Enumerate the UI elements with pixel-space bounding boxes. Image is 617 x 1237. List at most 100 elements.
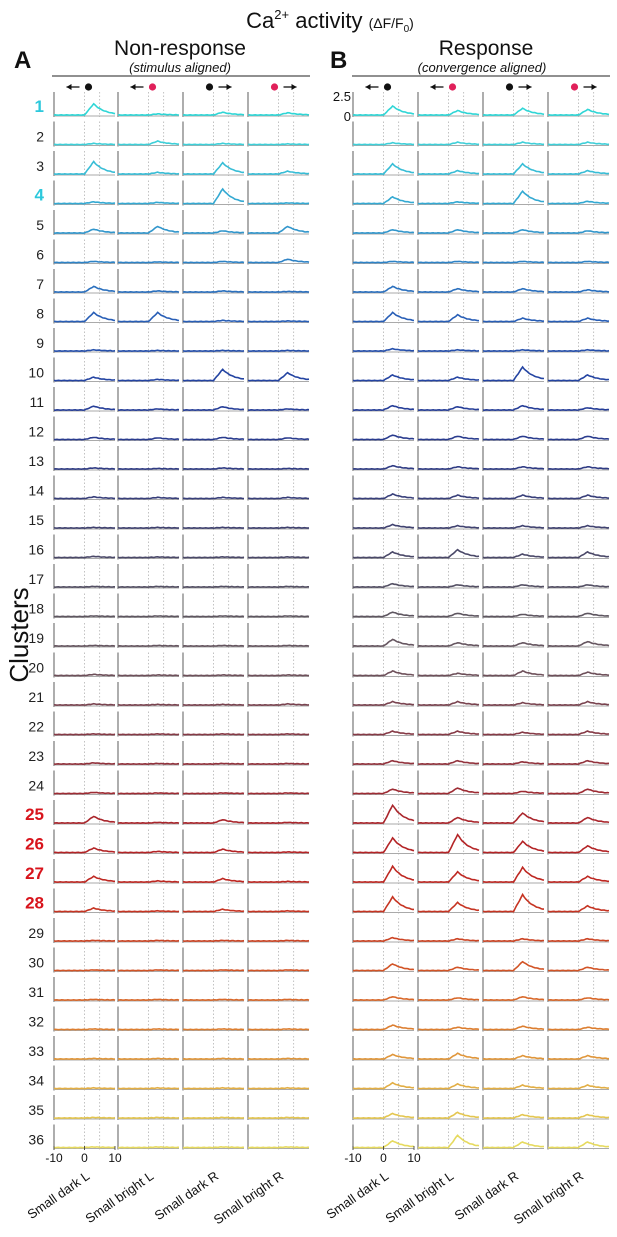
trace-line — [182, 732, 245, 736]
trace-line — [547, 289, 610, 294]
trace-line — [182, 615, 245, 618]
trace-line — [547, 466, 610, 471]
trace-line — [482, 1141, 545, 1149]
trace-line — [482, 1025, 545, 1031]
trace-line — [117, 762, 180, 766]
trace-line — [53, 875, 115, 884]
trace-line — [247, 615, 310, 618]
trace-line — [182, 289, 245, 294]
trace-line — [247, 496, 309, 500]
trace-line — [417, 700, 480, 707]
trace-line — [547, 1113, 610, 1120]
cluster-label: 32 — [28, 1014, 44, 1030]
trace-line — [117, 225, 180, 235]
trace-line — [352, 611, 415, 618]
trace-line — [352, 492, 414, 500]
trace-line — [417, 260, 480, 264]
trace-line — [353, 311, 415, 323]
cluster-label: 34 — [28, 1073, 44, 1089]
stimulus-label: Small bright L — [383, 1168, 457, 1226]
trace-line — [53, 142, 116, 146]
cluster-label: 1 — [35, 97, 44, 116]
trace-line — [482, 937, 545, 943]
trace-line — [352, 864, 415, 884]
trace-line — [482, 348, 545, 353]
cluster-label: 13 — [28, 453, 44, 469]
trace-line — [482, 1083, 545, 1090]
trace-line — [482, 494, 545, 500]
stimulus-label: Small bright L — [83, 1168, 157, 1226]
trace-line — [352, 550, 415, 559]
trace-line — [352, 895, 414, 913]
figure-header: Ca2+ activity (ΔF/F0) A Non-response (st… — [14, 7, 610, 77]
cluster-label: 4 — [35, 186, 45, 205]
trace-line — [117, 909, 180, 913]
stimulus-dot-0-2 — [205, 83, 214, 91]
trace-line — [482, 790, 545, 795]
trace-line — [247, 555, 310, 559]
trace-line — [53, 939, 116, 943]
trace-line — [352, 788, 415, 795]
x-tick-label: 10 — [407, 1151, 421, 1165]
trace-line — [247, 225, 310, 235]
trace-line — [353, 963, 415, 972]
stimulus-label: Small bright R — [511, 1168, 586, 1227]
trace-line — [182, 111, 245, 117]
x-tick-label: 10 — [108, 1151, 122, 1165]
trace-line — [417, 612, 480, 618]
trace-line — [117, 467, 180, 471]
trace-line — [53, 285, 116, 294]
trace-line — [247, 290, 310, 294]
trace-line — [117, 1086, 180, 1090]
cluster-label: 17 — [28, 571, 44, 587]
trace-line — [182, 939, 245, 943]
trace-line — [182, 848, 245, 854]
cluster-label: 18 — [28, 601, 44, 617]
trace-line — [117, 408, 180, 412]
trace-line — [417, 169, 480, 176]
trace-line — [53, 702, 116, 707]
trace-line — [417, 870, 480, 884]
trace-line — [54, 969, 116, 972]
trace-line — [352, 373, 415, 382]
trace-line — [417, 901, 480, 913]
trace-line — [53, 847, 116, 854]
trace-line — [352, 1112, 415, 1120]
trace-line — [352, 104, 415, 117]
trace-line — [482, 731, 545, 736]
trace-line — [417, 376, 480, 382]
trace-line — [352, 1053, 414, 1061]
trace-line — [547, 141, 610, 146]
trace-line — [182, 260, 245, 264]
cluster-label: 30 — [28, 955, 44, 971]
trace-line — [117, 792, 180, 795]
panel-a-title: Non-response — [114, 37, 246, 60]
stimulus-dot-1-0 — [383, 83, 392, 91]
cluster-label: 35 — [28, 1102, 44, 1118]
cluster-label: 21 — [28, 689, 44, 705]
stimulus-arrowhead-1-2 — [526, 84, 532, 90]
plot-grid: 2.50123456789101112131415161718192021222… — [24, 83, 610, 1227]
trace-line — [182, 466, 245, 471]
trace-line — [117, 673, 180, 677]
trace-line — [352, 464, 415, 471]
panel-b-subtitle: (convergence aligned) — [418, 60, 547, 75]
trace-line — [53, 200, 116, 205]
trace-line — [417, 141, 480, 146]
trace-line — [482, 107, 545, 117]
trace-line — [247, 371, 310, 382]
trace-line — [182, 818, 245, 825]
trace-line — [547, 260, 610, 264]
trace-line — [417, 1134, 480, 1149]
trace-line — [248, 319, 310, 323]
trace-line — [117, 555, 180, 559]
trace-line — [117, 703, 180, 707]
trace-line — [182, 792, 245, 795]
trace-line — [247, 526, 310, 530]
trace-line — [417, 1052, 480, 1061]
cluster-label: 5 — [36, 217, 44, 233]
trace-line — [53, 1027, 116, 1031]
title-main: Ca — [246, 8, 275, 33]
cluster-label: 23 — [28, 748, 44, 764]
trace-line — [548, 317, 610, 323]
